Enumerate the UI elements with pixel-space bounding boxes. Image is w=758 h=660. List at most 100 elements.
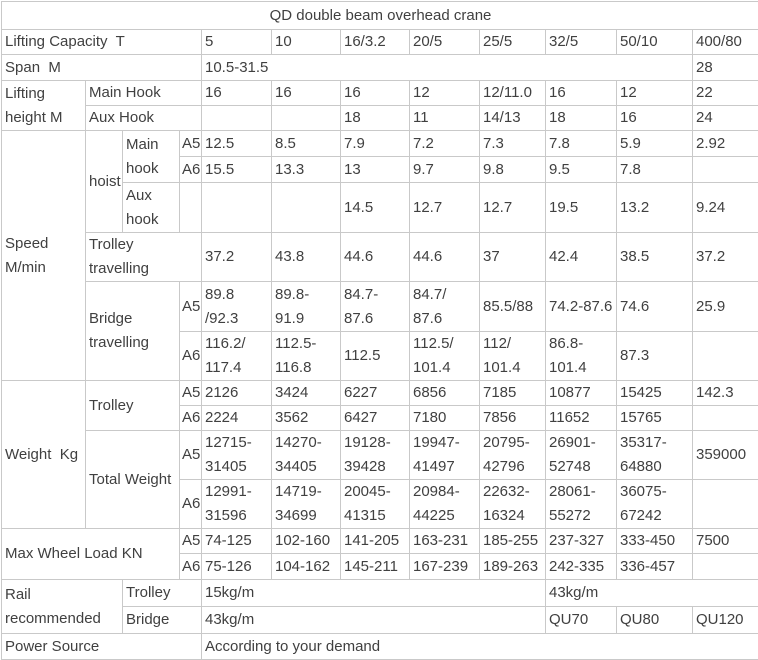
cell: QU70 (546, 607, 617, 634)
cell: 43kg/m (202, 607, 546, 634)
duty-class-label: A5 (180, 282, 202, 332)
cell (693, 406, 758, 431)
cell: 44.6 (410, 233, 480, 282)
cell: 11652 (546, 406, 617, 431)
capacity-header: 400/80 (693, 30, 758, 55)
row-label: Trolley travelling (86, 233, 202, 282)
row-label: Total Weight (86, 431, 180, 529)
cell: 6856 (410, 381, 480, 406)
cell: 89.8-91.9 (272, 282, 341, 332)
cell: 12.7 (480, 183, 546, 233)
cell: 9.5 (546, 157, 617, 183)
row-label: hoist (86, 131, 123, 233)
row-label: Speed M/min (2, 131, 86, 381)
cell: 167-239 (410, 554, 480, 580)
cell: 37.2 (202, 233, 272, 282)
cell: 112/ 101.4 (480, 332, 546, 381)
row-label: Weight Kg (2, 381, 86, 529)
row-label: Main Hook (86, 81, 202, 106)
cell: 19128- 39428 (341, 431, 410, 480)
duty-class-label: A6 (180, 480, 202, 529)
cell: 141-205 (341, 529, 410, 554)
cell: 19.5 (546, 183, 617, 233)
duty-class-label: A5 (180, 529, 202, 554)
cell (693, 554, 758, 580)
cell (693, 157, 758, 183)
row-label: Power Source (2, 634, 202, 660)
cell: 163-231 (410, 529, 480, 554)
cell: 16 (272, 81, 341, 106)
cell: 14270- 34405 (272, 431, 341, 480)
cell: 112.5 (341, 332, 410, 381)
row-label: Max Wheel Load KN (2, 529, 180, 580)
cell: 15.5 (202, 157, 272, 183)
cell: 37 (480, 233, 546, 282)
cell: 15425 (617, 381, 693, 406)
row-label: Trolley (86, 381, 180, 431)
cell: 7.9 (341, 131, 410, 157)
cell: 142.3 (693, 381, 758, 406)
cell (272, 183, 341, 233)
cell: 74.6 (617, 282, 693, 332)
cell (202, 183, 272, 233)
row-label: Bridge (123, 607, 202, 634)
cell: 9.8 (480, 157, 546, 183)
duty-class-label: A5 (180, 431, 202, 480)
cell: 6227 (341, 381, 410, 406)
cell: 7.2 (410, 131, 480, 157)
row-label: Aux hook (123, 183, 180, 233)
cell: 15765 (617, 406, 693, 431)
cell: 25.9 (693, 282, 758, 332)
cell: According to your demand (202, 634, 758, 660)
cell: 7185 (480, 381, 546, 406)
table-title: QD double beam overhead crane (2, 2, 758, 30)
cell: 10.5-31.5 (202, 55, 693, 81)
row-label: Aux Hook (86, 106, 202, 131)
cell: 28 (693, 55, 758, 81)
cell: 7.3 (480, 131, 546, 157)
cell: 102-160 (272, 529, 341, 554)
cell: 14/13 (480, 106, 546, 131)
cell: 3562 (272, 406, 341, 431)
capacity-header: 20/5 (410, 30, 480, 55)
cell: 19947- 41497 (410, 431, 480, 480)
cell: 10877 (546, 381, 617, 406)
cell: 14.5 (341, 183, 410, 233)
cell: 42.4 (546, 233, 617, 282)
cell: 89.8 /92.3 (202, 282, 272, 332)
row-label: Trolley (123, 580, 202, 607)
cell: 12991- 31596 (202, 480, 272, 529)
cell: 12 (617, 81, 693, 106)
cell: 15kg/m (202, 580, 546, 607)
cell: 22632- 16324 (480, 480, 546, 529)
table-row: QD double beam overhead crane (2, 2, 758, 30)
cell: 87.3 (617, 332, 693, 381)
cell: 86.8- 101.4 (546, 332, 617, 381)
cell: 16 (202, 81, 272, 106)
row-label: Lifting Capacity T (2, 30, 202, 55)
cell: 12715- 31405 (202, 431, 272, 480)
cell: 2126 (202, 381, 272, 406)
cell: 112.5- 116.8 (272, 332, 341, 381)
cell: 3424 (272, 381, 341, 406)
cell: 12.7 (410, 183, 480, 233)
cell: 20795- 42796 (480, 431, 546, 480)
cell: 74-125 (202, 529, 272, 554)
duty-class-label: A6 (180, 406, 202, 431)
cell: 12.5 (202, 131, 272, 157)
cell: 24 (693, 106, 758, 131)
cell: 104-162 (272, 554, 341, 580)
cell: 35317- 64880 (617, 431, 693, 480)
cell: 5.9 (617, 131, 693, 157)
duty-class-label: A6 (180, 332, 202, 381)
cell: 16 (546, 81, 617, 106)
cell: QU120 (693, 607, 758, 634)
cell: 9.24 (693, 183, 758, 233)
duty-class-label: A6 (180, 554, 202, 580)
